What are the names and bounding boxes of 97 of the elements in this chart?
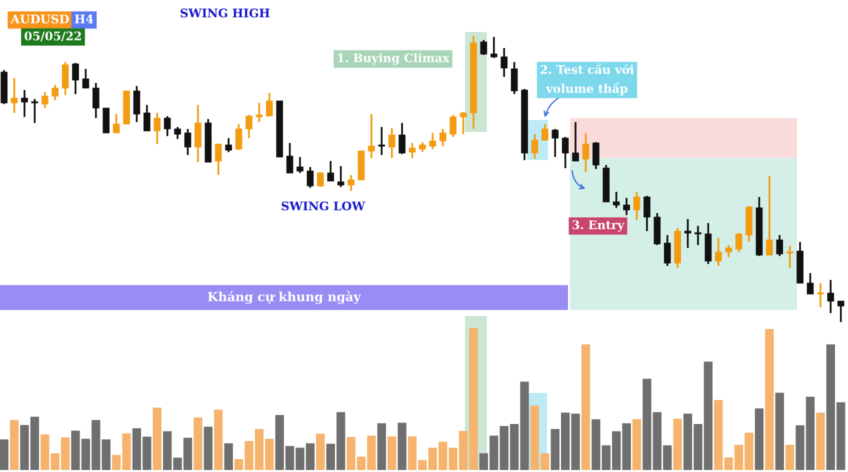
bar [785, 444, 794, 470]
candlestick [256, 102, 263, 123]
bar [398, 422, 406, 470]
candlestick [225, 137, 232, 154]
candlestick [62, 61, 69, 96]
candlestick [572, 121, 579, 162]
bar [388, 436, 396, 470]
candlestick [664, 234, 671, 267]
candlestick [21, 89, 28, 118]
candlestick [317, 171, 324, 188]
candlestick [562, 136, 569, 170]
candlestick [266, 92, 273, 117]
candlestick [92, 82, 100, 119]
annotation: 05/05/22 [24, 31, 81, 42]
candlestick [837, 300, 844, 323]
candlestick [174, 126, 181, 140]
candlestick [450, 114, 456, 138]
annotation: 1. Buying Climax [338, 53, 450, 65]
candlestick [378, 126, 386, 156]
candlestick [388, 127, 396, 160]
bar [775, 392, 784, 470]
bar [0, 439, 8, 470]
candlestick [52, 84, 59, 101]
bar [581, 344, 590, 470]
candlestick [144, 104, 150, 132]
bar [224, 443, 233, 470]
candlestick [82, 68, 90, 89]
bar [214, 410, 223, 470]
candlestick [725, 244, 732, 258]
bar [714, 400, 723, 470]
bar [316, 434, 325, 470]
candlestick [480, 39, 488, 56]
candlestick [306, 166, 314, 189]
candlestick [806, 272, 814, 295]
bar [754, 408, 764, 470]
bar [194, 417, 202, 470]
text: AUDUSD [10, 14, 69, 24]
candlestick [235, 123, 242, 152]
candlestick [510, 61, 518, 95]
candlestick [735, 232, 742, 253]
candlestick [10, 77, 18, 114]
candlestick [612, 190, 620, 209]
bar [816, 412, 825, 470]
candlestick [531, 133, 538, 160]
candlestick [582, 132, 590, 174]
candlestick [429, 132, 436, 150]
candlestick [154, 112, 161, 146]
candlestick [327, 160, 334, 182]
candlestick [398, 122, 406, 156]
candlestick [112, 113, 120, 134]
candlestick [72, 62, 79, 95]
candlestick [552, 128, 559, 158]
candlestick [133, 85, 140, 123]
candlestick [214, 143, 222, 176]
candlestick [623, 196, 630, 216]
annotation: 3. Entry [572, 220, 625, 232]
bar [377, 423, 386, 470]
candlestick [164, 115, 171, 138]
candlestick [592, 141, 600, 170]
candlestick [633, 190, 640, 221]
candlestick [31, 98, 38, 124]
bar [152, 408, 162, 470]
text: H4 [74, 14, 94, 24]
candlestick [827, 279, 834, 314]
candlestick [41, 91, 48, 109]
bar [40, 434, 50, 470]
annotation: 2. Test cầu với volume thấp [540, 63, 634, 96]
candlestick [766, 175, 773, 256]
candlestick [348, 174, 354, 192]
bar [673, 418, 682, 470]
candlestick [490, 36, 498, 59]
candlestick [542, 123, 548, 142]
candlestick [439, 128, 446, 148]
candlestick [500, 47, 508, 78]
candlestick [644, 194, 650, 232]
candlestick [684, 218, 692, 249]
candlestick [408, 142, 416, 160]
candlestick [776, 234, 784, 257]
candlestick [419, 141, 426, 154]
candlestick [337, 165, 344, 188]
candlestick [817, 282, 824, 308]
bar [632, 419, 642, 470]
candlestick [246, 114, 252, 140]
candlestick [368, 113, 375, 160]
text: SWING HIGH [180, 8, 270, 18]
bar [204, 426, 213, 470]
candlestick [286, 142, 294, 174]
candlestick [460, 111, 467, 136]
annotation: SWING LOW [282, 201, 366, 210]
candlestick [714, 237, 722, 267]
candlestick [296, 156, 304, 174]
bar [765, 328, 774, 470]
candlestick [694, 225, 702, 246]
band-label: Kháng cự khung ngày [208, 291, 362, 304]
candlestick [786, 245, 794, 269]
bar [10, 420, 19, 470]
candlestick [184, 128, 192, 156]
